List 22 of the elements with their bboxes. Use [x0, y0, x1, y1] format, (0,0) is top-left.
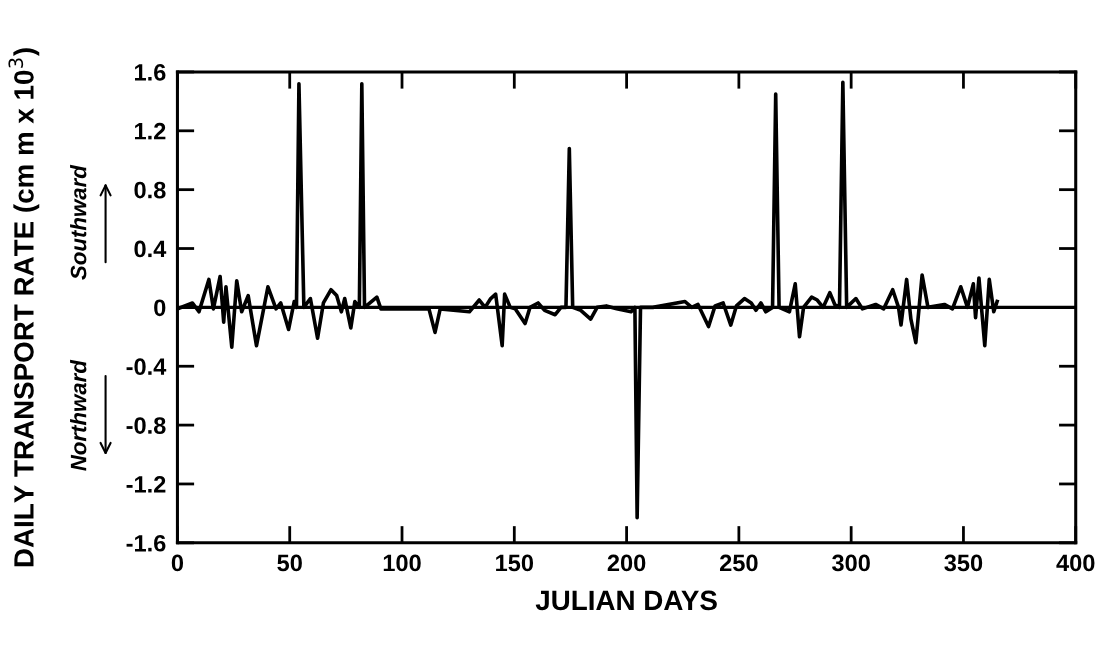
- x-tick-label: 50: [277, 554, 302, 572]
- x-tick-label: 250: [720, 554, 758, 572]
- x-axis-title: JULIAN DAYS: [535, 590, 717, 611]
- y-tick-label: 0.4: [134, 240, 167, 258]
- y-tick-label: -0.8: [126, 417, 166, 434]
- y-tick-label: 0: [154, 299, 166, 317]
- y-tick-label: -1.6: [126, 534, 166, 552]
- x-tick-label: 350: [944, 554, 983, 572]
- text: Southward: [70, 164, 87, 280]
- x-tick-label: 300: [832, 554, 870, 572]
- text: Northward: [70, 359, 87, 471]
- y-axis-title: DAILY TRANSPORT RATE (cm m x 10$^{3}$): [8, 48, 40, 567]
- x-tick-label: 400: [1056, 554, 1095, 572]
- x-tick-label: 100: [383, 554, 421, 572]
- x-tick-label: 0: [171, 554, 184, 572]
- y-tick-label: -1.2: [126, 476, 166, 493]
- x-tick-label: 150: [496, 554, 534, 572]
- x-tick-label: 200: [607, 554, 646, 572]
- y-tick-label: 1.2: [135, 122, 166, 140]
- y-tick-label: 1.6: [135, 64, 166, 81]
- y-tick-label: -0.4: [126, 358, 167, 376]
- y-tick-label: 0.8: [134, 181, 166, 199]
